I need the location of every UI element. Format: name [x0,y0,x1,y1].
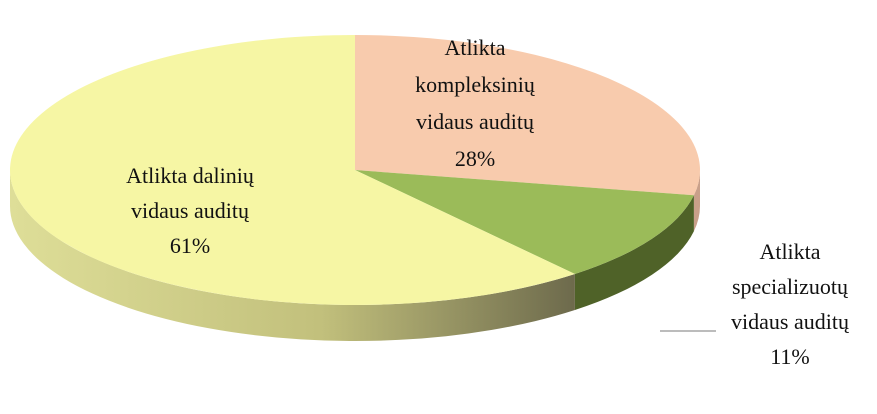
slice-label: vidaus auditų [131,198,250,223]
slice-label: Atlikta [444,35,505,60]
slice-label: specializuotų [732,274,849,299]
slice [355,35,701,196]
slice-label: vidaus auditų [731,309,850,334]
value-label: 11% [770,344,810,369]
value-label: 61% [170,233,210,258]
slice-label: kompleksinių [415,72,536,97]
slice-side [574,195,694,311]
slice-label: Atlikta dalinių [126,163,255,188]
slice-label: vidaus auditų [416,109,535,134]
slice [355,170,694,275]
slice-side [693,170,700,232]
slice-side [10,170,575,341]
slice [9,35,575,305]
slice-label: Atlikta [759,239,820,264]
value-label: 28% [455,146,495,171]
